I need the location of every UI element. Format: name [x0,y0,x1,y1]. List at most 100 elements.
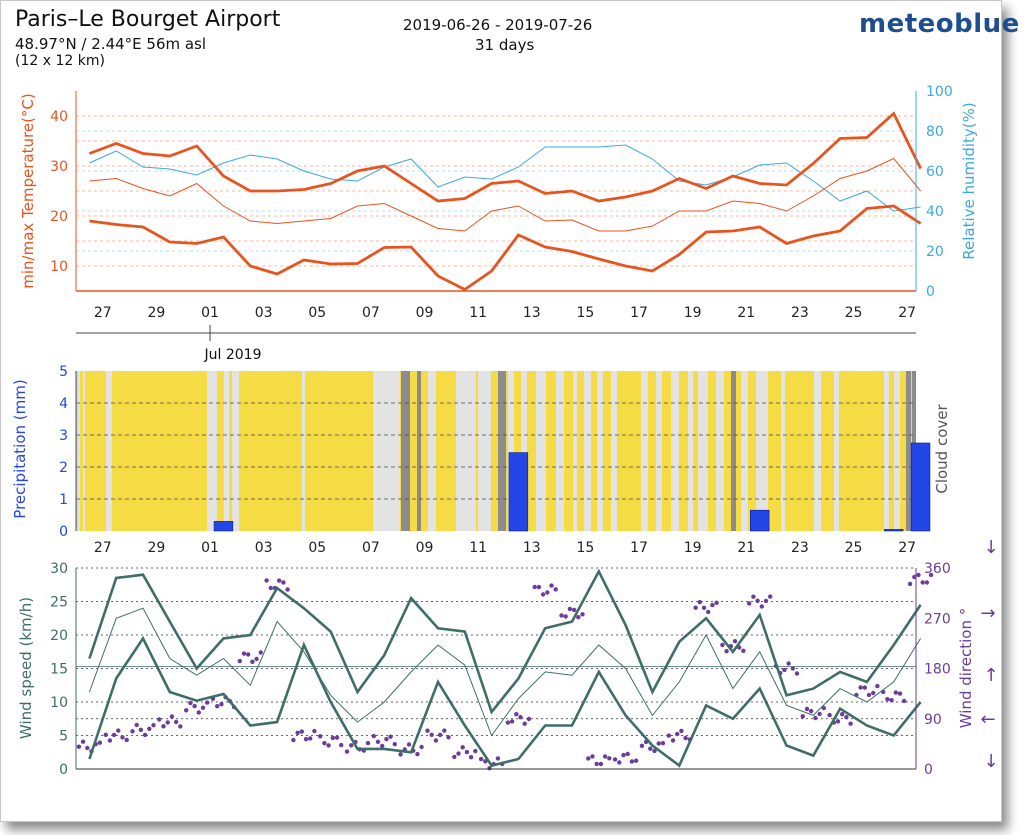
wind-direction-dot [656,741,661,746]
wind-direction-dot [151,723,156,728]
wind-mean-line [88,607,922,737]
wind-direction-dot [759,604,764,609]
wind-direction-dot [192,703,197,709]
wind-direction-dot [130,729,135,734]
precipitation-bars [213,442,931,532]
wind-direction-dot [388,734,393,739]
meteoblue-logo[interactable]: meteoblue [859,9,1020,39]
wind-direction-dot [460,745,465,750]
wind-direction-dot [188,700,193,706]
wind-direction-dot [111,732,117,738]
wind-direction-dot [173,719,179,725]
wind-speed-tick-label: 30 [50,561,68,577]
wind-direction-dot [866,692,872,698]
wind-direction-dot [916,572,921,578]
wind-direction-dot [607,756,612,761]
wind-arrow-icon: ↑ [983,665,998,686]
meteogram-card: Paris–Le Bourget Airport 48.97°N / 2.44°… [0,0,1019,822]
wind-direction-dot [514,712,519,717]
wind-direction-dot [299,729,304,734]
wind-direction-dot [928,572,934,578]
cloud-stripe [671,371,679,531]
precipitation-tick-label: 1 [59,492,68,508]
cloud-stripe [521,371,527,531]
cloud-stripe [556,371,564,531]
cloud-cover-axis-title: Cloud cover [933,404,951,494]
station-coordinates: 48.97°N / 2.44°E 56m asl [15,35,207,53]
cloud-cover-strip [76,371,916,531]
wind-direction-dot [134,722,139,728]
wind-direction-axis-title: Wind direction ° [957,608,975,728]
wind-direction-dot [844,715,849,720]
cloud-stripe [83,371,85,531]
wind-speed-tick-label: 10 [50,695,68,711]
wind-direction-dot [277,578,282,583]
cloud-stripe [884,371,889,531]
temperature-x-tick-label: 05 [308,305,326,321]
wind-direction-arrows: ↓ → ↑ ← ↓ [980,537,998,772]
wind-series [76,568,934,771]
wind-direction-dot [241,651,247,656]
cloud-sunny-background [76,371,916,531]
wind-direction-dot [464,749,470,755]
wind-direction-dot [518,715,523,720]
wind-direction-dot [116,728,121,733]
wind-direction-dot [648,746,653,751]
wind-direction-dot [258,650,263,655]
temperature-mean-line [89,157,921,232]
wind-direction-dot [875,683,880,689]
wind-direction-dot [545,590,550,595]
wind-direction-dot [406,742,412,747]
cloud-stripe [373,371,398,531]
wind-direction-dot [452,754,457,760]
wind-direction-tick-label: 180 [924,662,951,678]
cloud-stripe [814,371,821,531]
precipitation-bar [910,442,931,532]
station-name: Paris–Le Bourget Airport [15,7,281,32]
wind-direction-dot [425,728,430,733]
wind-direction-dot [763,598,769,604]
wind-direction-dot [268,585,273,591]
temperature-axis-title: min/max Temperature(°C) [19,93,37,288]
wind-direction-dot [483,759,488,764]
cloud-stripe [508,371,514,531]
wind-direction-dot [124,737,129,743]
wind-direction-dot [912,574,917,580]
precipitation-axis-title: Precipitation (mm) [11,379,29,518]
wind-direction-dot [456,751,461,756]
wind-direction-dot [200,705,206,710]
wind-direction-dot [670,738,676,743]
temperature-tick-label: 20 [50,209,68,225]
wind-direction-dot [697,599,702,605]
wind-direction-dot [419,744,424,750]
wind-direction-dot [732,639,738,644]
wind-direction-dot [219,702,224,707]
wind-direction-dot [184,708,189,713]
cloud-stripe [741,371,748,531]
wind-direction-dot [741,648,746,653]
wind-direction-dot [576,615,581,620]
wind-direction-dot [629,759,635,764]
wind-direction-dot [509,719,515,724]
precipitation-gridlines [76,402,916,500]
wind-direction-tick-label: 0 [924,762,933,778]
cloud-stripe [906,371,911,531]
wind-min-line [88,635,922,768]
wind-direction-dot [339,742,344,748]
cloud-stripe [781,371,785,531]
cloud-stripe [716,371,724,531]
wind-direction-dot [97,740,103,745]
wind-direction-tick-label: 90 [924,712,942,728]
wind-direction-dot [264,578,269,583]
temperature-x-tick-label: 03 [255,305,273,321]
wind-direction-dot [724,649,729,654]
wind-direction-dot [549,583,554,588]
precipitation-tick-label: 5 [59,364,68,380]
wind-direction-dot [559,613,564,618]
precipitation-bar [749,509,770,532]
temperature-tick-label: 40 [50,109,68,125]
wind-direction-dot [138,727,144,732]
wind-direction-dot [794,671,800,676]
wind-direction-dot [415,751,420,757]
